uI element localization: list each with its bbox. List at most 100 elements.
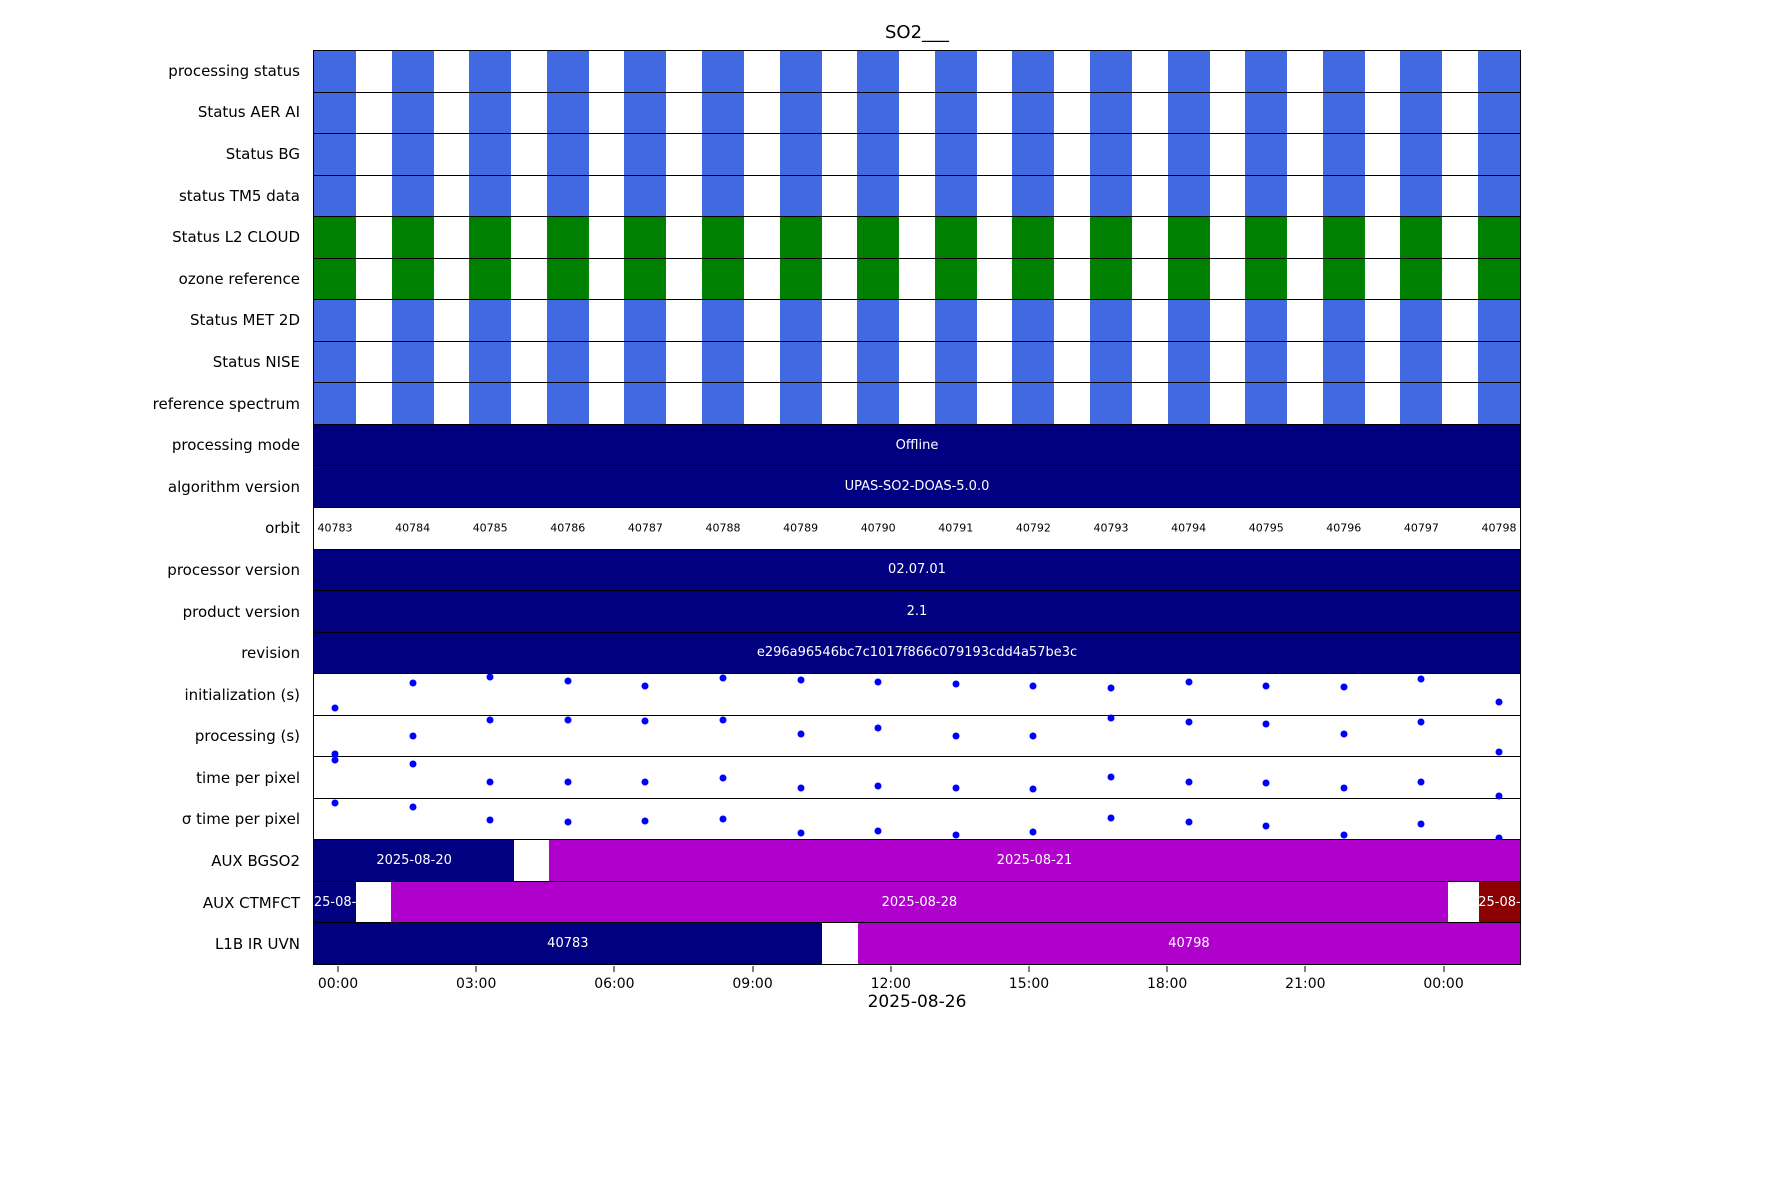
scatter-dot: [1185, 718, 1193, 726]
status-stripe-bar: [1167, 134, 1210, 175]
row-label-ozone-reference: ozone reference: [178, 269, 300, 288]
status-stripe-bar: [1167, 258, 1210, 300]
x-tick-label: 09:00: [732, 976, 773, 992]
status-stripe-bar: [1478, 51, 1520, 92]
scatter-dot: [719, 815, 727, 823]
status-stripe-bar: [1322, 341, 1365, 383]
status-stripe-bar: [391, 51, 434, 92]
scatter-dot: [409, 760, 417, 768]
row-label-revision: revision: [241, 644, 300, 663]
status-stripe-bar: [779, 217, 822, 258]
status-stripe-bar: [1090, 300, 1132, 341]
orbit-number: 40784: [395, 521, 431, 535]
row-label-status-aer-ai: Status AER AI: [197, 103, 300, 122]
status-stripe-bar: [546, 217, 589, 258]
x-axis: 00:00 03:00 06:00 09:00 12:00 15:00 18:00 21:00…: [313, 965, 1521, 1007]
scatter-dot: [331, 704, 339, 712]
row-1-status-aer-ai: [314, 92, 1520, 135]
orbit-number: 40795: [1248, 521, 1284, 535]
status-stripe-bar: [702, 217, 744, 258]
row-label-algorithm-version: algorithm version: [167, 477, 300, 496]
scatter-dot: [1262, 779, 1270, 787]
row-labels: processing status Status AER AI Status BG s…: [0, 50, 306, 965]
row-9-processing-mode: Offline: [314, 424, 1520, 467]
row-label-status-l2-cloud: Status L2 CLOUD: [172, 228, 300, 247]
status-stripe-bar: [546, 92, 589, 134]
orbit-number: 40792: [1015, 521, 1051, 535]
status-stripe-bar: [1400, 175, 1443, 217]
row-14-revision: e296a96546bc7c1017f866c079193cdd4a57be3c: [314, 632, 1520, 675]
status-stripe-bar: [391, 258, 434, 300]
row-label-product-version: product version: [182, 602, 300, 621]
status-stripe-bar: [1090, 134, 1132, 175]
row-17-time-per-pixel: [314, 756, 1520, 800]
scatter-dot: [797, 730, 805, 738]
orbit-number: 40797: [1403, 521, 1439, 535]
value-bar: e296a96546bc7c1017f866c079193cdd4a57be3c: [314, 632, 1520, 674]
scatter-dot: [1029, 828, 1037, 836]
status-stripe-bar: [391, 175, 434, 217]
scatter-dot: [1029, 732, 1037, 740]
scatter-dot: [1340, 730, 1348, 738]
segment-bar: 40798: [857, 923, 1520, 965]
scatter-dot: [1107, 714, 1115, 722]
status-stripe-bar: [857, 92, 900, 134]
scatter-dot: [486, 816, 494, 824]
status-stripe-bar: [1090, 217, 1132, 258]
plot-area: Offline UPAS-SO2-DOAS-5.0.0 40783 40784 4078…: [313, 50, 1521, 965]
scatter-dot: [719, 774, 727, 782]
status-stripe-bar: [702, 175, 744, 217]
orbit-number: 40794: [1171, 521, 1207, 535]
status-stripe-bar: [469, 175, 512, 217]
status-stripe-bar: [1167, 92, 1210, 134]
status-stripe-bar: [779, 134, 822, 175]
row-label-processor-version: processor version: [167, 560, 300, 579]
status-stripe-bar: [624, 217, 667, 258]
x-tick-label: 00:00: [1423, 976, 1464, 992]
row-8-reference-spectrum: [314, 383, 1520, 425]
scatter-dot: [797, 829, 805, 837]
x-tick-label: 00:00: [317, 976, 359, 992]
status-stripe-bar: [391, 383, 434, 424]
orbit-number: 40783: [317, 521, 353, 535]
status-stripe-bar: [314, 134, 356, 175]
status-stripe-bar: [624, 341, 667, 383]
scatter-dot: [564, 716, 572, 724]
scatter-dot: [1029, 785, 1037, 793]
row-label-processing-mode: processing mode: [171, 436, 300, 455]
status-stripe-bar: [934, 258, 977, 300]
row-label-processing-status: processing status: [168, 61, 300, 80]
x-tick-mark: [890, 966, 892, 972]
scatter-dot: [1107, 773, 1115, 781]
status-stripe-bar: [1400, 51, 1443, 92]
orbit-number: 40796: [1326, 521, 1362, 535]
row-16-processing-s: [314, 714, 1520, 758]
scatter-dot: [1417, 675, 1425, 683]
x-tick-label: 15:00: [1008, 976, 1050, 992]
x-tick-mark: [1443, 966, 1445, 972]
status-stripe-bar: [702, 134, 744, 175]
scatter-dot: [1495, 748, 1503, 756]
status-stripe-bar: [546, 383, 589, 424]
orbit-number: 40793: [1093, 521, 1129, 535]
row-7-status-nise: [314, 341, 1520, 384]
status-stripe-bar: [779, 258, 822, 300]
status-stripe-bar: [857, 175, 900, 217]
status-stripe-bar: [1245, 51, 1288, 92]
row-0-processing-status: [314, 51, 1520, 93]
status-stripe-bar: [469, 383, 512, 424]
row-4-status-l2-cloud: [314, 217, 1520, 259]
x-tick-mark: [613, 966, 615, 972]
status-stripe-bar: [1090, 51, 1132, 92]
segment-bar: 2025-08-20: [314, 840, 515, 881]
status-stripe-bar: [779, 175, 822, 217]
value-bar: 02.07.01: [314, 549, 1520, 591]
scatter-dot: [409, 679, 417, 687]
scatter-dot: [952, 732, 960, 740]
status-stripe-bar: [1400, 217, 1443, 258]
scatter-dot: [1340, 784, 1348, 792]
row-label-status-tm5-data: status TM5 data: [178, 186, 300, 205]
scatter-dot: [952, 680, 960, 688]
x-tick-label: 18:00: [1146, 976, 1188, 992]
row-20-aux-ctmfct: 2025-08-27 2025-08-28 2025-08-29: [314, 881, 1520, 924]
